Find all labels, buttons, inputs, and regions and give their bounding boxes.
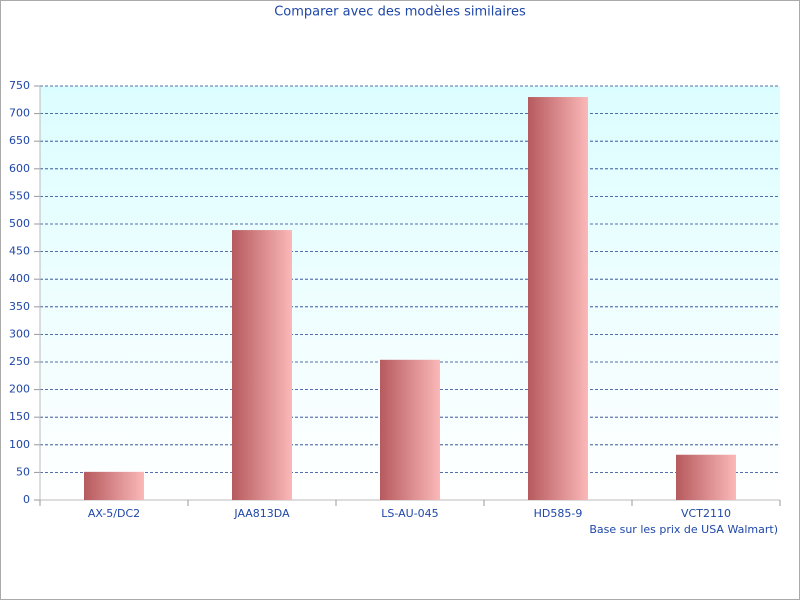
y-tick-label: 450 [9,245,30,258]
y-tick-label: 150 [9,410,30,423]
x-tick-label: HD585-9 [534,507,583,520]
y-tick-label: 600 [9,162,30,175]
x-tick-label: JAA813DA [233,507,290,520]
y-tick-label: 550 [9,189,30,202]
y-tick-label: 350 [9,300,30,313]
bar [528,97,588,500]
bar [380,359,440,500]
y-tick-label: 300 [9,327,30,340]
y-tick-label: 0 [23,493,30,506]
y-tick-label: 250 [9,355,30,368]
y-tick-label: 400 [9,272,30,285]
y-tick-label: 750 [9,79,30,92]
x-tick-label: AX-5/DC2 [88,507,140,520]
y-tick-label: 500 [9,217,30,230]
bar [676,454,736,500]
x-axis-label: Base sur les prix de USA Walmart) [589,523,778,536]
y-tick-label: 50 [16,465,30,478]
x-tick-label: VCT2110 [681,507,731,520]
x-tick-label: LS-AU-045 [381,507,438,520]
bar [84,471,144,500]
chart-title: Comparer avec des modèles similaires [274,5,526,20]
y-tick-label: 700 [9,107,30,120]
y-tick-label: 100 [9,438,30,451]
y-tick-label: 650 [9,134,30,147]
bar [232,230,292,500]
y-tick-label: 200 [9,383,30,396]
